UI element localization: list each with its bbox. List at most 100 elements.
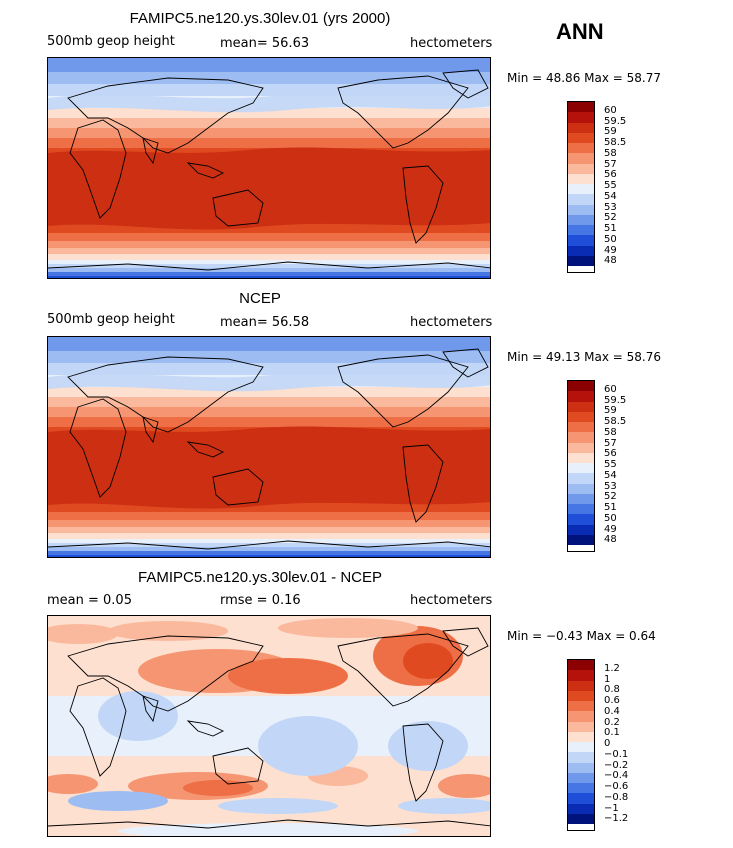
colorbar-tick-label: 1.2: [604, 662, 620, 674]
colorbar-tick-label: 58.5: [604, 416, 627, 427]
colorbar-tick-label: 49: [604, 244, 617, 256]
colorbar-swatch: [568, 711, 594, 722]
colorbar-tick-label: 50: [604, 233, 617, 245]
colorbar-tick-label: 48: [604, 534, 617, 546]
colorbar-tick-label: −1.2: [604, 813, 629, 825]
colorbar-swatch: [568, 742, 594, 753]
colorbar-tick-label: 59: [604, 126, 617, 138]
colorbar-swatch: [568, 391, 594, 402]
colorbar-tick-label: 51: [604, 223, 617, 234]
colorbar-swatch: [568, 660, 594, 671]
colorbar-swatch: [568, 143, 594, 154]
colorbar-swatch: [568, 514, 594, 525]
colorbar-swatch: [568, 524, 594, 535]
colorbar-swatch: [568, 102, 594, 113]
colorbar-tick-label: 58: [604, 147, 617, 159]
colorbar-swatch: [568, 225, 594, 236]
panel-3-mean: mean = 0.05: [47, 593, 132, 608]
panel-3-minmax: Min = −0.43 Max = 0.64: [507, 629, 656, 643]
colorbar-tick-label: 48: [604, 255, 617, 267]
colorbar-tick-label: 54: [604, 190, 617, 202]
colorbar-tick-label: 52: [604, 491, 617, 503]
colorbar-tick-label: 0.2: [604, 716, 620, 728]
panel-2-title: NCEP: [239, 290, 281, 307]
colorbar-swatch: [568, 432, 594, 443]
colorbar-tick-label: 59.5: [604, 115, 627, 127]
colorbar-tick-label: 54: [604, 469, 617, 481]
map-field: [48, 337, 490, 557]
colorbar-tick-label: −0.1: [604, 748, 629, 760]
panel-2-mean: mean= 56.58: [220, 315, 310, 330]
map-field: [48, 616, 490, 836]
colorbar-tick-label: 60: [604, 383, 617, 395]
panel-1-map: [47, 57, 491, 279]
colorbar-swatch: [568, 132, 594, 143]
map-field: [48, 58, 490, 278]
season-label: ANN: [556, 19, 604, 44]
colorbar-swatch: [568, 762, 594, 773]
colorbar-tick-label: 55: [604, 180, 617, 191]
colorbar-tick-label: 0.1: [604, 727, 620, 739]
colorbar-swatch: [568, 463, 594, 474]
colorbar-tick-label: 51: [604, 502, 617, 513]
colorbar-swatch: [568, 422, 594, 433]
colorbar-swatch: [568, 235, 594, 246]
colorbar-swatch: [568, 452, 594, 463]
colorbar-tick-label: 57: [604, 437, 617, 449]
colorbar-swatch: [568, 173, 594, 184]
colorbar-swatch: [568, 401, 594, 412]
colorbar-swatch: [568, 803, 594, 814]
colorbar-tick-label: 59.5: [604, 394, 627, 406]
colorbar-swatch: [568, 163, 594, 174]
colorbar-swatch: [568, 752, 594, 763]
colorbar-swatch: [568, 731, 594, 742]
colorbar-swatch: [568, 504, 594, 515]
colorbar-swatch: [568, 184, 594, 195]
colorbar-tick-label: −0.2: [604, 759, 629, 771]
colorbar-tick-label: 49: [604, 523, 617, 535]
colorbar-tick-label: 58.5: [604, 137, 627, 148]
colorbar-tick-label: 56: [604, 169, 617, 181]
panel-1-minmax: Min = 48.86 Max = 58.77: [507, 71, 661, 85]
colorbar-tick-label: 57: [604, 158, 617, 170]
coastline: [48, 627, 490, 829]
colorbar-tick-label: 53: [604, 201, 617, 213]
colorbar-swatch: [568, 473, 594, 484]
colorbar-swatch: [568, 701, 594, 712]
colorbar-swatch: [568, 204, 594, 215]
panel-1-title: FAMIPC5.ne120.ys.30lev.01 (yrs 2000): [129, 10, 391, 27]
panel-2-colorbar: [567, 380, 595, 552]
colorbar-tick-label: −0.6: [604, 781, 629, 792]
panel-3-map: [47, 615, 491, 837]
colorbar-tick-label: 60: [604, 104, 617, 116]
colorbar-swatch: [568, 411, 594, 422]
panel-2-variable: 500mb geop height: [47, 312, 175, 327]
colorbar-swatch: [568, 214, 594, 225]
colorbar-tick-label: 59: [604, 405, 617, 417]
colorbar-swatch: [568, 442, 594, 453]
panel-1-mean: mean= 56.63: [220, 36, 310, 51]
colorbar-swatch: [568, 670, 594, 681]
colorbar-tick-label: 1: [604, 673, 611, 685]
coastline: [48, 69, 490, 271]
colorbar-tick-label: −0.4: [604, 770, 629, 782]
colorbar-swatch: [568, 534, 594, 545]
colorbar-tick-label: 55: [604, 459, 617, 470]
colorbar-swatch: [568, 721, 594, 732]
colorbar-swatch: [568, 772, 594, 783]
panel-3-units: hectometers: [410, 593, 493, 608]
panel-2-map: [47, 336, 491, 558]
colorbar-tick-label: 53: [604, 480, 617, 492]
colorbar-tick-label: 0.6: [604, 695, 620, 706]
colorbar-swatch: [568, 255, 594, 266]
colorbar-swatch: [568, 245, 594, 256]
colorbar-swatch: [568, 153, 594, 164]
panel-1-variable: 500mb geop height: [47, 34, 175, 49]
colorbar-tick-label: 56: [604, 448, 617, 460]
colorbar-tick-label: 52: [604, 212, 617, 224]
colorbar-tick-label: 50: [604, 512, 617, 524]
colorbar-swatch: [568, 483, 594, 494]
colorbar-swatch: [568, 122, 594, 133]
panel-1-units: hectometers: [410, 36, 493, 51]
colorbar-swatch: [568, 793, 594, 804]
